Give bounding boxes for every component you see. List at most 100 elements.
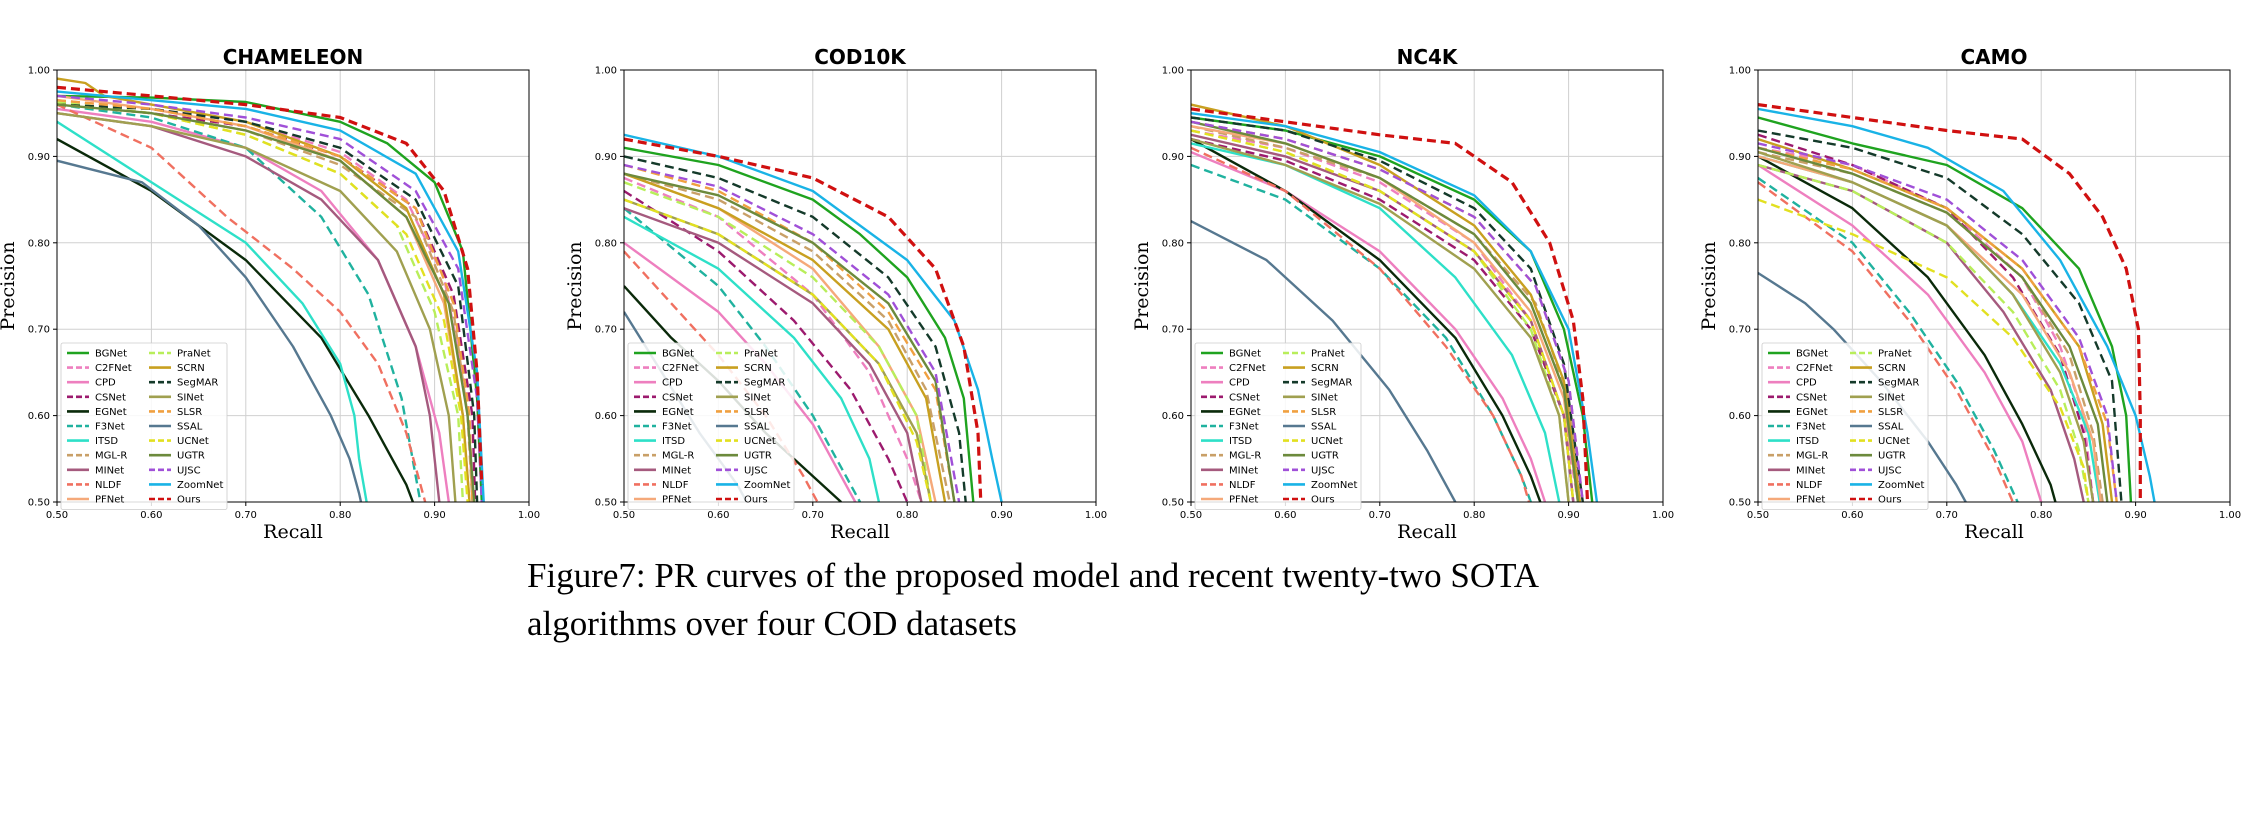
chart-title: COD10K [814,45,907,69]
legend-label: SCRN [1878,363,1906,374]
y-tick-label: 0.50 [1729,498,1751,509]
x-axis-label: Recall [830,521,890,540]
legend-label: SegMAR [744,378,785,389]
curve-group [1758,103,2156,502]
legend-label: PFNet [1796,495,1825,506]
legend-label: ZoomNet [1311,480,1357,491]
caption-line-2: algorithms over four COD datasets [527,604,1017,643]
x-axis-label: Recall [1964,521,2024,540]
legend-label: MGL-R [1796,451,1828,462]
series-line-mgl-r [57,101,474,502]
legend-label: SINet [1878,392,1905,403]
x-tick-label: 0.50 [1747,510,1769,521]
y-tick-label: 0.80 [1162,238,1184,249]
x-tick-label: 0.90 [990,510,1012,521]
legend-label: CPD [95,378,116,389]
series-line-ugtr [1191,120,1580,502]
x-tick-label: 0.60 [140,510,162,521]
series-line-egnet [57,138,415,502]
legend-label: SCRN [1311,363,1339,374]
y-tick-label: 0.80 [595,238,617,249]
legend-label: UGTR [177,451,205,462]
curve-group [1191,103,1599,502]
series-line-ours [624,137,983,502]
legend-label: SLSR [1878,407,1903,418]
series-line-nldf [624,250,819,502]
legend-label: SCRN [744,363,772,374]
y-tick-label: 0.60 [28,411,50,422]
series-line-csnet [1758,133,2095,502]
pr-curve-figure: 0.50 0.60 0.70 0.80 0.90 1.00 0.50 0.60 0.70 0.80… [0,45,2241,540]
legend-label: UGTR [1311,451,1339,462]
x-tick-label: 0.80 [896,510,918,521]
legend-label: ZoomNet [744,480,790,491]
legend-label: MINet [1229,465,1258,476]
legend-label: PFNet [1229,495,1258,506]
legend-label: CSNet [95,392,126,403]
legend-label: CPD [662,378,683,389]
legend-label: UJSC [744,465,768,476]
legend-label: F3Net [1796,422,1826,433]
axes-frame [56,69,530,503]
legend-label: PraNet [1311,349,1345,360]
legend-label: MGL-R [1229,451,1261,462]
series-line-minet [57,112,441,502]
legend-label: MINet [1796,465,1825,476]
legend-label: SINet [177,392,204,403]
legend-label: BGNet [1796,349,1828,360]
series-line-nldf [57,103,427,502]
axes-frame [1190,69,1664,503]
x-tick-label: 0.80 [2030,510,2052,521]
series-line-cpd [57,107,450,502]
legend-label: ZoomNet [177,480,223,491]
chart-panel: 0.50 0.60 0.70 0.80 0.90 1.00 0.50 0.60 0.70 0.80… [564,45,1107,540]
legend-label: UGTR [744,451,772,462]
series-line-ugtr [1758,146,2109,502]
series-line-slsr [57,99,474,502]
x-tick-label: 0.50 [613,510,635,521]
x-axis-label: Recall [1397,521,1457,540]
y-tick-label: 1.00 [28,66,50,77]
series-line-ujsc [57,94,483,502]
axes-frame [1757,69,2231,503]
x-tick-label: 0.70 [802,510,824,521]
series-line-cpd [1758,163,2043,502]
legend-label: SSAL [1311,422,1337,433]
legend-label: F3Net [1229,422,1259,433]
legend-label: EGNet [1796,407,1828,418]
legend-label: UCNet [177,436,209,447]
legend-label: MINet [662,465,691,476]
y-tick-label: 0.70 [595,325,617,336]
legend-label: UJSC [1878,465,1902,476]
series-line-segmar [1758,129,2123,502]
series-line-egnet [1758,155,2057,502]
y-tick-label: 1.00 [1162,66,1184,77]
x-tick-label: 0.60 [1841,510,1863,521]
legend-label: ZoomNet [1878,480,1924,491]
series-line-csnet [57,103,477,502]
legend-label: SINet [1311,392,1338,403]
legend-label: BGNet [662,349,694,360]
series-line-zoomnet [1758,107,2156,502]
y-tick-label: 0.80 [28,238,50,249]
series-line-minet [1758,163,2085,502]
legend-label: Ours [177,495,201,506]
series-line-sinet [1758,150,2095,502]
legend-label: SegMAR [1311,378,1352,389]
legend-label: SSAL [1878,422,1904,433]
series-line-segmar [624,155,967,502]
x-tick-label: 0.70 [1369,510,1391,521]
series-line-itsd [57,120,368,502]
series-line-ujsc [1758,142,2118,502]
legend-label: CPD [1796,378,1817,389]
x-tick-label: 0.90 [423,510,445,521]
legend-label: PraNet [177,349,211,360]
chart-panel: 0.50 0.60 0.70 0.80 0.90 1.00 0.50 0.60 0.70 0.80… [1131,45,1674,540]
series-line-c2fnet [57,99,474,502]
legend-box [1761,342,1929,511]
series-line-segmar [1191,116,1584,502]
legend-label: CSNet [1229,392,1260,403]
legend-label: SSAL [744,422,770,433]
legend-label: NLDF [662,480,689,491]
legend-label: SLSR [177,407,202,418]
